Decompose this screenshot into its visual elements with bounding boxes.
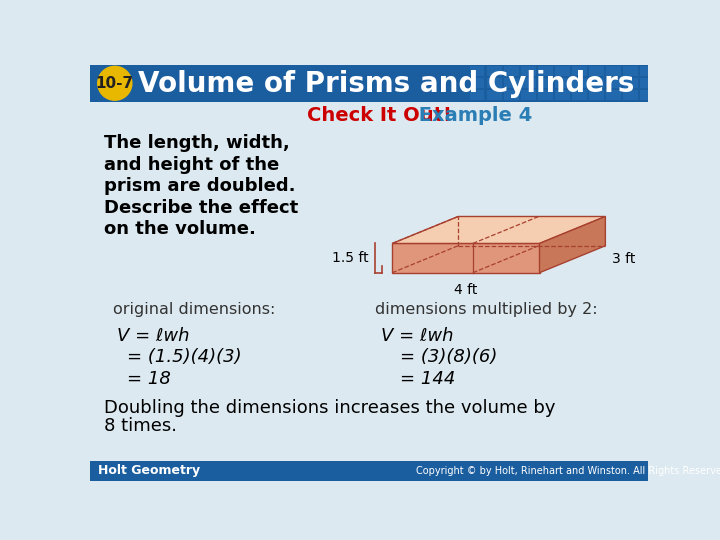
Text: V = ℓwh: V = ℓwh: [117, 327, 189, 345]
Text: Doubling the dimensions increases the volume by: Doubling the dimensions increases the vo…: [104, 399, 555, 417]
Text: and height of the: and height of the: [104, 156, 279, 174]
Text: original dimensions:: original dimensions:: [113, 302, 276, 317]
Text: on the volume.: on the volume.: [104, 220, 256, 238]
Bar: [504, 90, 518, 100]
Bar: [469, 65, 485, 76]
Text: Describe the effect: Describe the effect: [104, 199, 298, 217]
Text: = 144: = 144: [400, 370, 455, 388]
Bar: [521, 65, 536, 76]
Bar: [90, 461, 648, 481]
Bar: [606, 65, 621, 76]
Text: Check It Out!: Check It Out!: [307, 106, 452, 125]
Text: 10-7: 10-7: [96, 76, 134, 91]
Circle shape: [98, 66, 132, 100]
Bar: [572, 65, 587, 76]
Bar: [624, 78, 638, 88]
Bar: [606, 78, 621, 88]
Polygon shape: [539, 217, 606, 273]
Bar: [487, 65, 502, 76]
Bar: [469, 90, 485, 100]
Bar: [555, 78, 570, 88]
Bar: [606, 90, 621, 100]
Text: Holt Geometry: Holt Geometry: [98, 464, 200, 477]
Bar: [624, 90, 638, 100]
Polygon shape: [392, 244, 539, 273]
Text: prism are doubled.: prism are doubled.: [104, 177, 295, 195]
Text: 3 ft: 3 ft: [611, 252, 635, 266]
Bar: [572, 78, 587, 88]
Bar: [521, 90, 536, 100]
Text: V = ℓwh: V = ℓwh: [381, 327, 453, 345]
Text: dimensions multiplied by 2:: dimensions multiplied by 2:: [375, 302, 598, 317]
Text: = 18: = 18: [127, 370, 171, 388]
Bar: [589, 65, 604, 76]
Bar: [640, 90, 655, 100]
Text: = (3)(8)(6): = (3)(8)(6): [400, 348, 498, 366]
Bar: [589, 90, 604, 100]
Bar: [90, 102, 648, 461]
Bar: [538, 65, 553, 76]
Bar: [521, 78, 536, 88]
Bar: [589, 78, 604, 88]
Text: Copyright © by Holt, Rinehart and Winston. All Rights Reserved.: Copyright © by Holt, Rinehart and Winsto…: [415, 465, 720, 476]
Text: = (1.5)(4)(3): = (1.5)(4)(3): [127, 348, 242, 366]
Text: The length, width,: The length, width,: [104, 134, 289, 152]
Text: Example 4: Example 4: [412, 106, 532, 125]
Bar: [504, 65, 518, 76]
Bar: [487, 90, 502, 100]
Bar: [640, 78, 655, 88]
Text: Volume of Prisms and Cylinders: Volume of Prisms and Cylinders: [138, 70, 634, 98]
Bar: [624, 65, 638, 76]
Bar: [538, 78, 553, 88]
Bar: [487, 78, 502, 88]
Text: 4 ft: 4 ft: [454, 284, 477, 298]
Bar: [555, 65, 570, 76]
Bar: [504, 78, 518, 88]
Bar: [469, 78, 485, 88]
Bar: [555, 90, 570, 100]
Polygon shape: [392, 217, 606, 244]
Bar: [538, 90, 553, 100]
Text: 8 times.: 8 times.: [104, 417, 177, 435]
Text: 1.5 ft: 1.5 ft: [333, 251, 369, 265]
Bar: [90, 65, 648, 102]
Bar: [640, 65, 655, 76]
Bar: [572, 90, 587, 100]
